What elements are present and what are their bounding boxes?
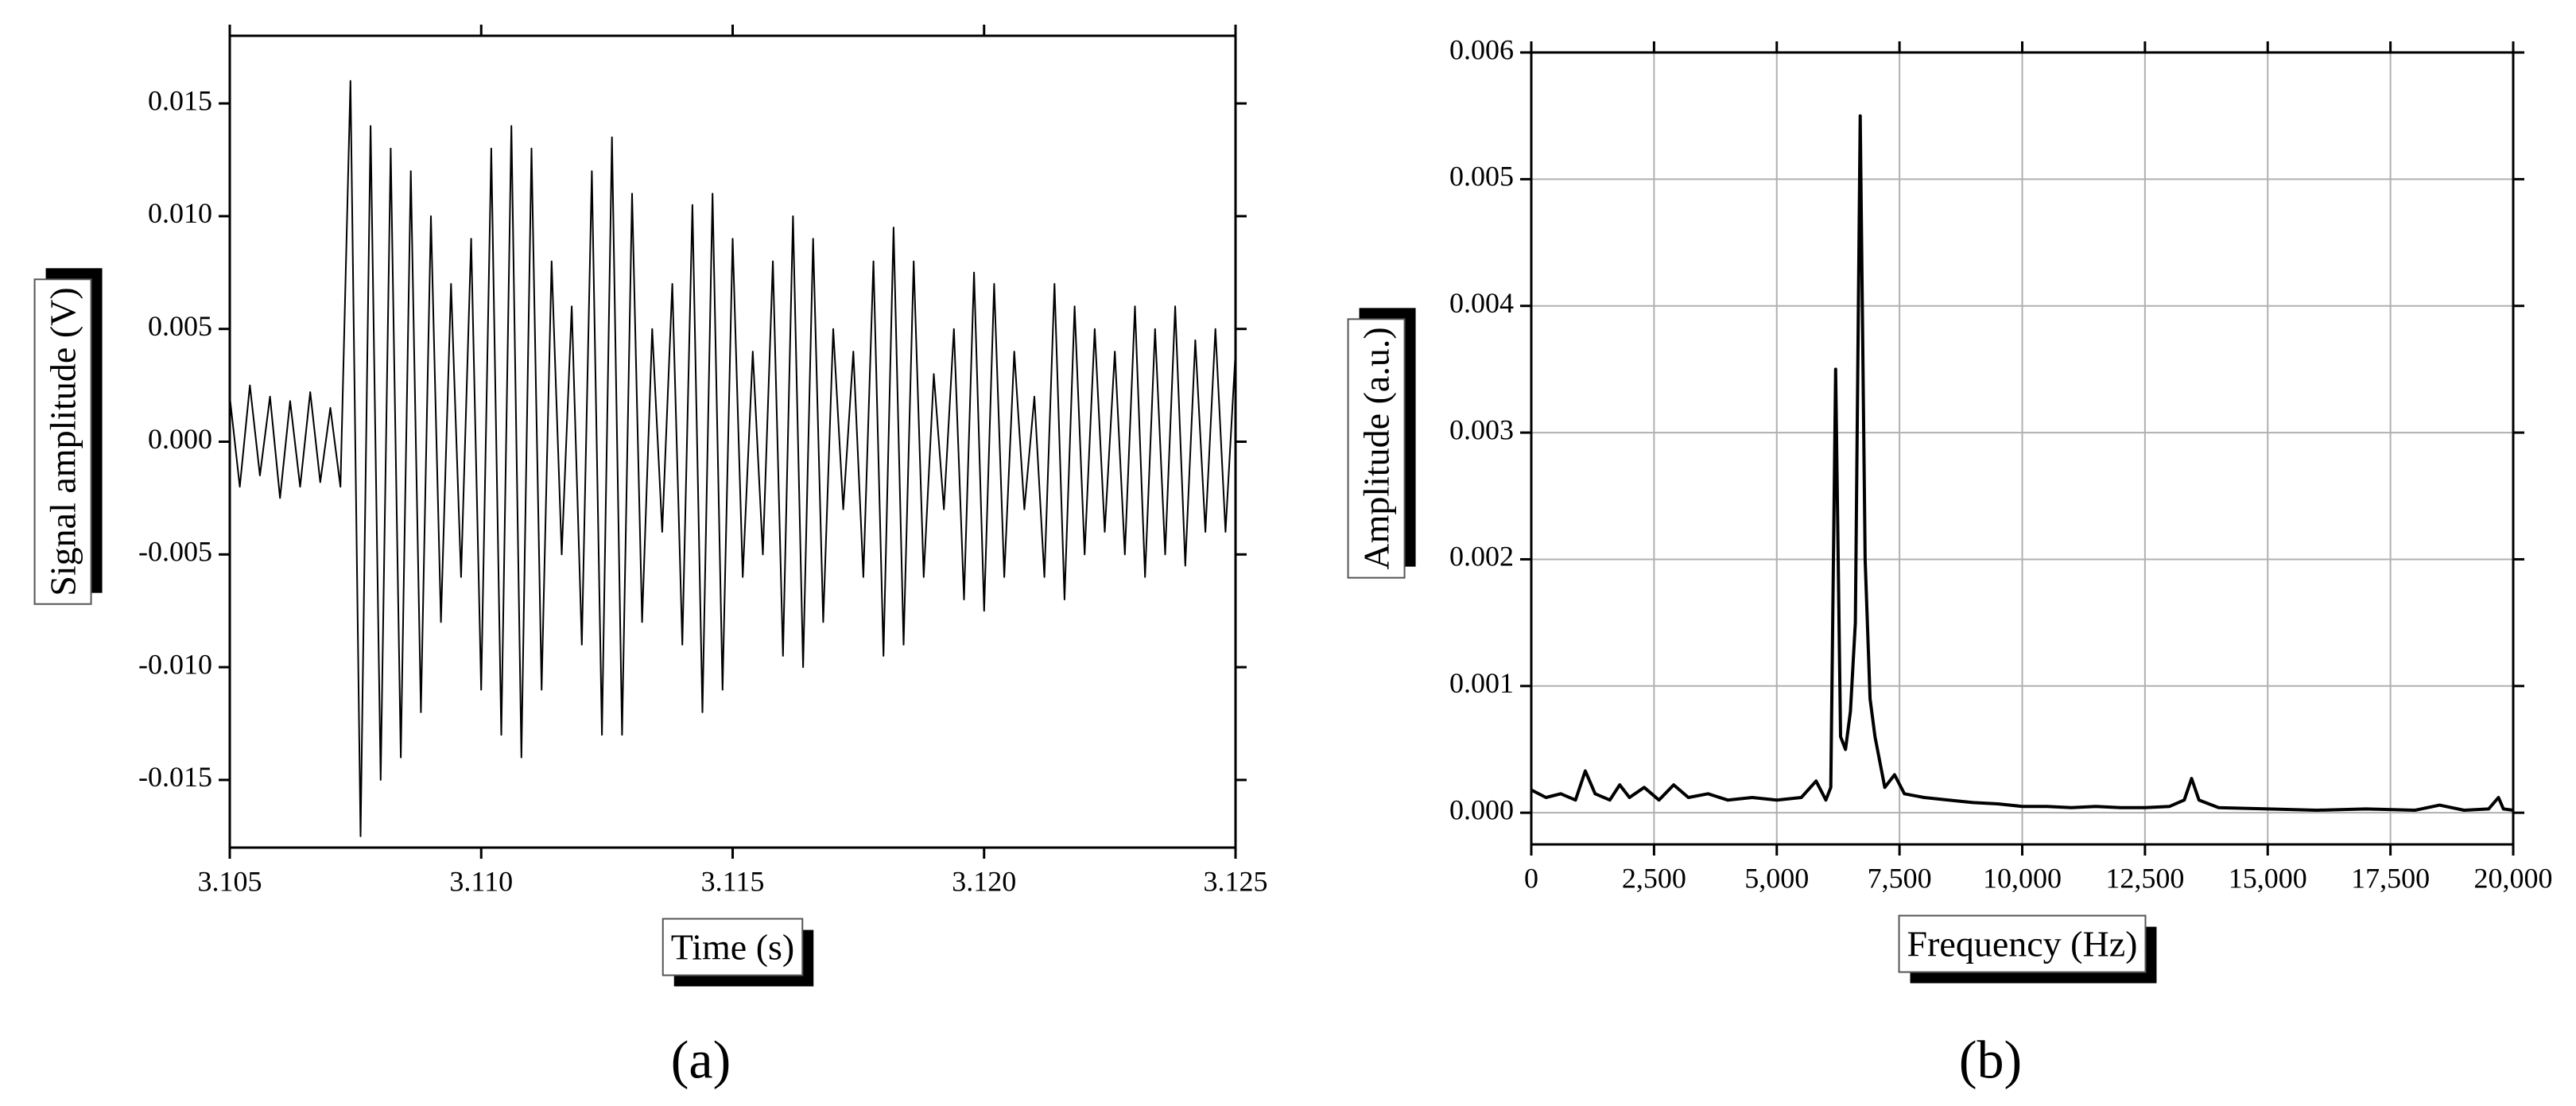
- y-tick-label: 0.003: [1449, 413, 1514, 445]
- panel-label: (a): [671, 1030, 731, 1090]
- x-tick-label: 15,000: [2229, 862, 2307, 894]
- x-tick-label: 12,500: [2105, 862, 2184, 894]
- signal-line: [229, 80, 1236, 837]
- x-axis-title: Frequency (Hz): [1907, 924, 2138, 964]
- x-tick-label: 2,500: [1622, 862, 1686, 894]
- y-tick-label: 0.005: [148, 310, 212, 342]
- chart-panel: 0 2,500 5,000 7,500 10,000 12,500 15,000 17,500…: [1347, 33, 2553, 1090]
- x-tick-label: 3.105: [198, 865, 262, 897]
- y-tick-label: -0.015: [138, 761, 212, 793]
- y-tick-label: 0.006: [1449, 33, 1514, 65]
- signal-line: [1530, 114, 2514, 812]
- x-axis-title: Time (s): [671, 927, 795, 968]
- panel-label: (b): [1959, 1030, 2022, 1090]
- y-tick-label: 0.000: [148, 423, 212, 455]
- y-axis-title: Amplitude (a.u.): [1356, 327, 1397, 569]
- label-frame: [1898, 914, 2147, 973]
- x-axis-title-box: Time (s): [661, 918, 814, 987]
- x-tick-label: 0: [1524, 862, 1538, 894]
- label-frame: [661, 918, 804, 976]
- x-tick-label: 20,000: [2474, 862, 2553, 894]
- x-tick-label: 10,000: [1983, 862, 2062, 894]
- x-tick-label: 17,500: [2351, 862, 2430, 894]
- y-tick-label: 0.000: [1449, 794, 1514, 825]
- x-tick-label: 5,000: [1744, 862, 1809, 894]
- y-axis-title-box: Amplitude (a.u.): [1347, 308, 1416, 579]
- label-frame: [1347, 318, 1406, 579]
- y-tick-label: 0.010: [148, 197, 212, 229]
- y-tick-label: 0.002: [1449, 541, 1514, 572]
- plot-frame: [228, 34, 1237, 849]
- x-tick-label: 7,500: [1868, 862, 1932, 894]
- x-axis-title-box: Frequency (Hz): [1898, 914, 2157, 984]
- y-axis-title-box: Signal amplitude (V): [33, 268, 103, 605]
- y-axis-title: Signal amplitude (V): [43, 287, 83, 596]
- y-tick-label: 0.001: [1449, 667, 1514, 699]
- x-tick-label: 3.125: [1204, 865, 1268, 897]
- y-tick-label: -0.010: [138, 648, 212, 680]
- y-tick-label: -0.005: [138, 536, 212, 568]
- x-tick-label: 3.120: [952, 865, 1016, 897]
- x-tick-label: 3.110: [449, 865, 513, 897]
- chart-panel: 3.105 3.110 3.115 3.120 3.125 -0.015 -0.010 -0.…: [33, 25, 1268, 1090]
- x-tick-label: 3.115: [701, 865, 765, 897]
- label-frame: [33, 278, 92, 605]
- y-tick-label: 0.004: [1449, 287, 1514, 319]
- y-tick-label: 0.005: [1449, 161, 1514, 192]
- y-tick-label: 0.015: [148, 84, 212, 116]
